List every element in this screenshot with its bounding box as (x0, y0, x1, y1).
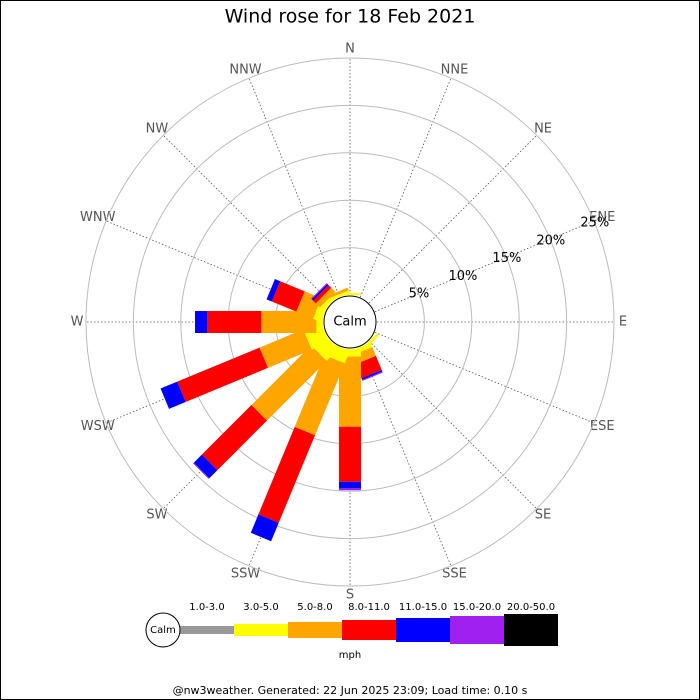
grid-ring (180, 152, 520, 492)
legend-label: 3.0-5.0 (243, 602, 278, 613)
legend-swatch (288, 622, 342, 638)
bar-segment (361, 369, 383, 381)
legend-swatch (396, 618, 450, 642)
direction-label: NNW (229, 62, 261, 77)
spoke (359, 346, 452, 567)
direction-label: WNW (80, 210, 116, 225)
direction-label: ESE (590, 419, 615, 434)
chart-title: Wind rose for 18 Feb 2021 (225, 6, 476, 28)
unit-label: mph (339, 650, 361, 661)
calm-label: Calm (333, 315, 366, 330)
direction-label: SW (146, 508, 167, 523)
spoke (248, 77, 341, 298)
direction-label: SSW (231, 567, 261, 582)
bar-segment (339, 426, 361, 482)
legend-label: 15.0-20.0 (453, 602, 501, 613)
legend-calm-circle (145, 612, 181, 648)
bar-segment (160, 381, 186, 409)
legend-calm-label: Calm (150, 625, 176, 636)
spoke (368, 340, 537, 509)
direction-label: SE (535, 508, 551, 523)
direction-label: NW (146, 121, 169, 136)
bar-segment (339, 488, 361, 491)
legend-label: 8.0-11.0 (348, 602, 390, 613)
legend-swatch (180, 626, 234, 634)
calm-circle (323, 295, 377, 349)
grid-ring (132, 104, 568, 540)
direction-label: NE (534, 121, 552, 136)
bar-segment (355, 355, 382, 379)
legend-label: 5.0-8.0 (297, 602, 332, 613)
direction-label: S (346, 588, 354, 603)
bar-segment (195, 311, 208, 333)
legend-swatch (504, 614, 558, 646)
footer: @nw3weather. Generated: 22 Jun 2025 23:0… (173, 684, 528, 697)
legend-swatch (234, 624, 288, 636)
bar-segment (266, 279, 281, 302)
bar-segment (259, 329, 312, 368)
direction-label: SSE (442, 567, 467, 582)
spoke (163, 135, 332, 304)
legend-swatch (342, 620, 396, 640)
legend-swatch (450, 616, 504, 644)
bar-segment (261, 311, 317, 333)
ring-label: 5% (409, 287, 430, 302)
spoke (374, 220, 595, 313)
bar-segment (362, 371, 383, 381)
bar-segment (294, 354, 345, 436)
legend-label: 11.0-15.0 (399, 602, 447, 613)
ring-label: 10% (448, 269, 477, 284)
ring-label: 25% (580, 216, 609, 231)
grid-ring (85, 57, 615, 587)
legend-label: 1.0-3.0 (189, 602, 224, 613)
direction-label: NNE (441, 62, 469, 77)
bar-segment (315, 287, 336, 308)
direction-label: ENE (589, 210, 615, 225)
spoke (368, 135, 537, 304)
bar-segment (327, 287, 349, 299)
bar-segment (193, 454, 218, 479)
direction-label: N (345, 42, 355, 57)
bar-segment (311, 283, 329, 301)
direction-label: E (619, 315, 627, 330)
bar-segment (311, 283, 328, 300)
bar-segment (328, 290, 350, 302)
bar-segment (177, 347, 268, 402)
bar-segment (250, 514, 279, 542)
bar-segment (258, 426, 316, 523)
spoke (359, 77, 452, 298)
bar-segment (201, 405, 267, 471)
bar-segment (193, 462, 210, 479)
bar-segment (339, 356, 361, 427)
spoke (374, 331, 595, 424)
ring-label: 15% (492, 251, 521, 266)
ring-label: 20% (536, 233, 565, 248)
legend-label: 20.0-50.0 (507, 602, 555, 613)
bar-segment (313, 285, 332, 304)
bar-segment (251, 345, 327, 421)
bar-segment (339, 481, 361, 489)
direction-label: W (71, 315, 84, 330)
bar-segment (271, 281, 305, 312)
bar-segment (207, 311, 262, 333)
